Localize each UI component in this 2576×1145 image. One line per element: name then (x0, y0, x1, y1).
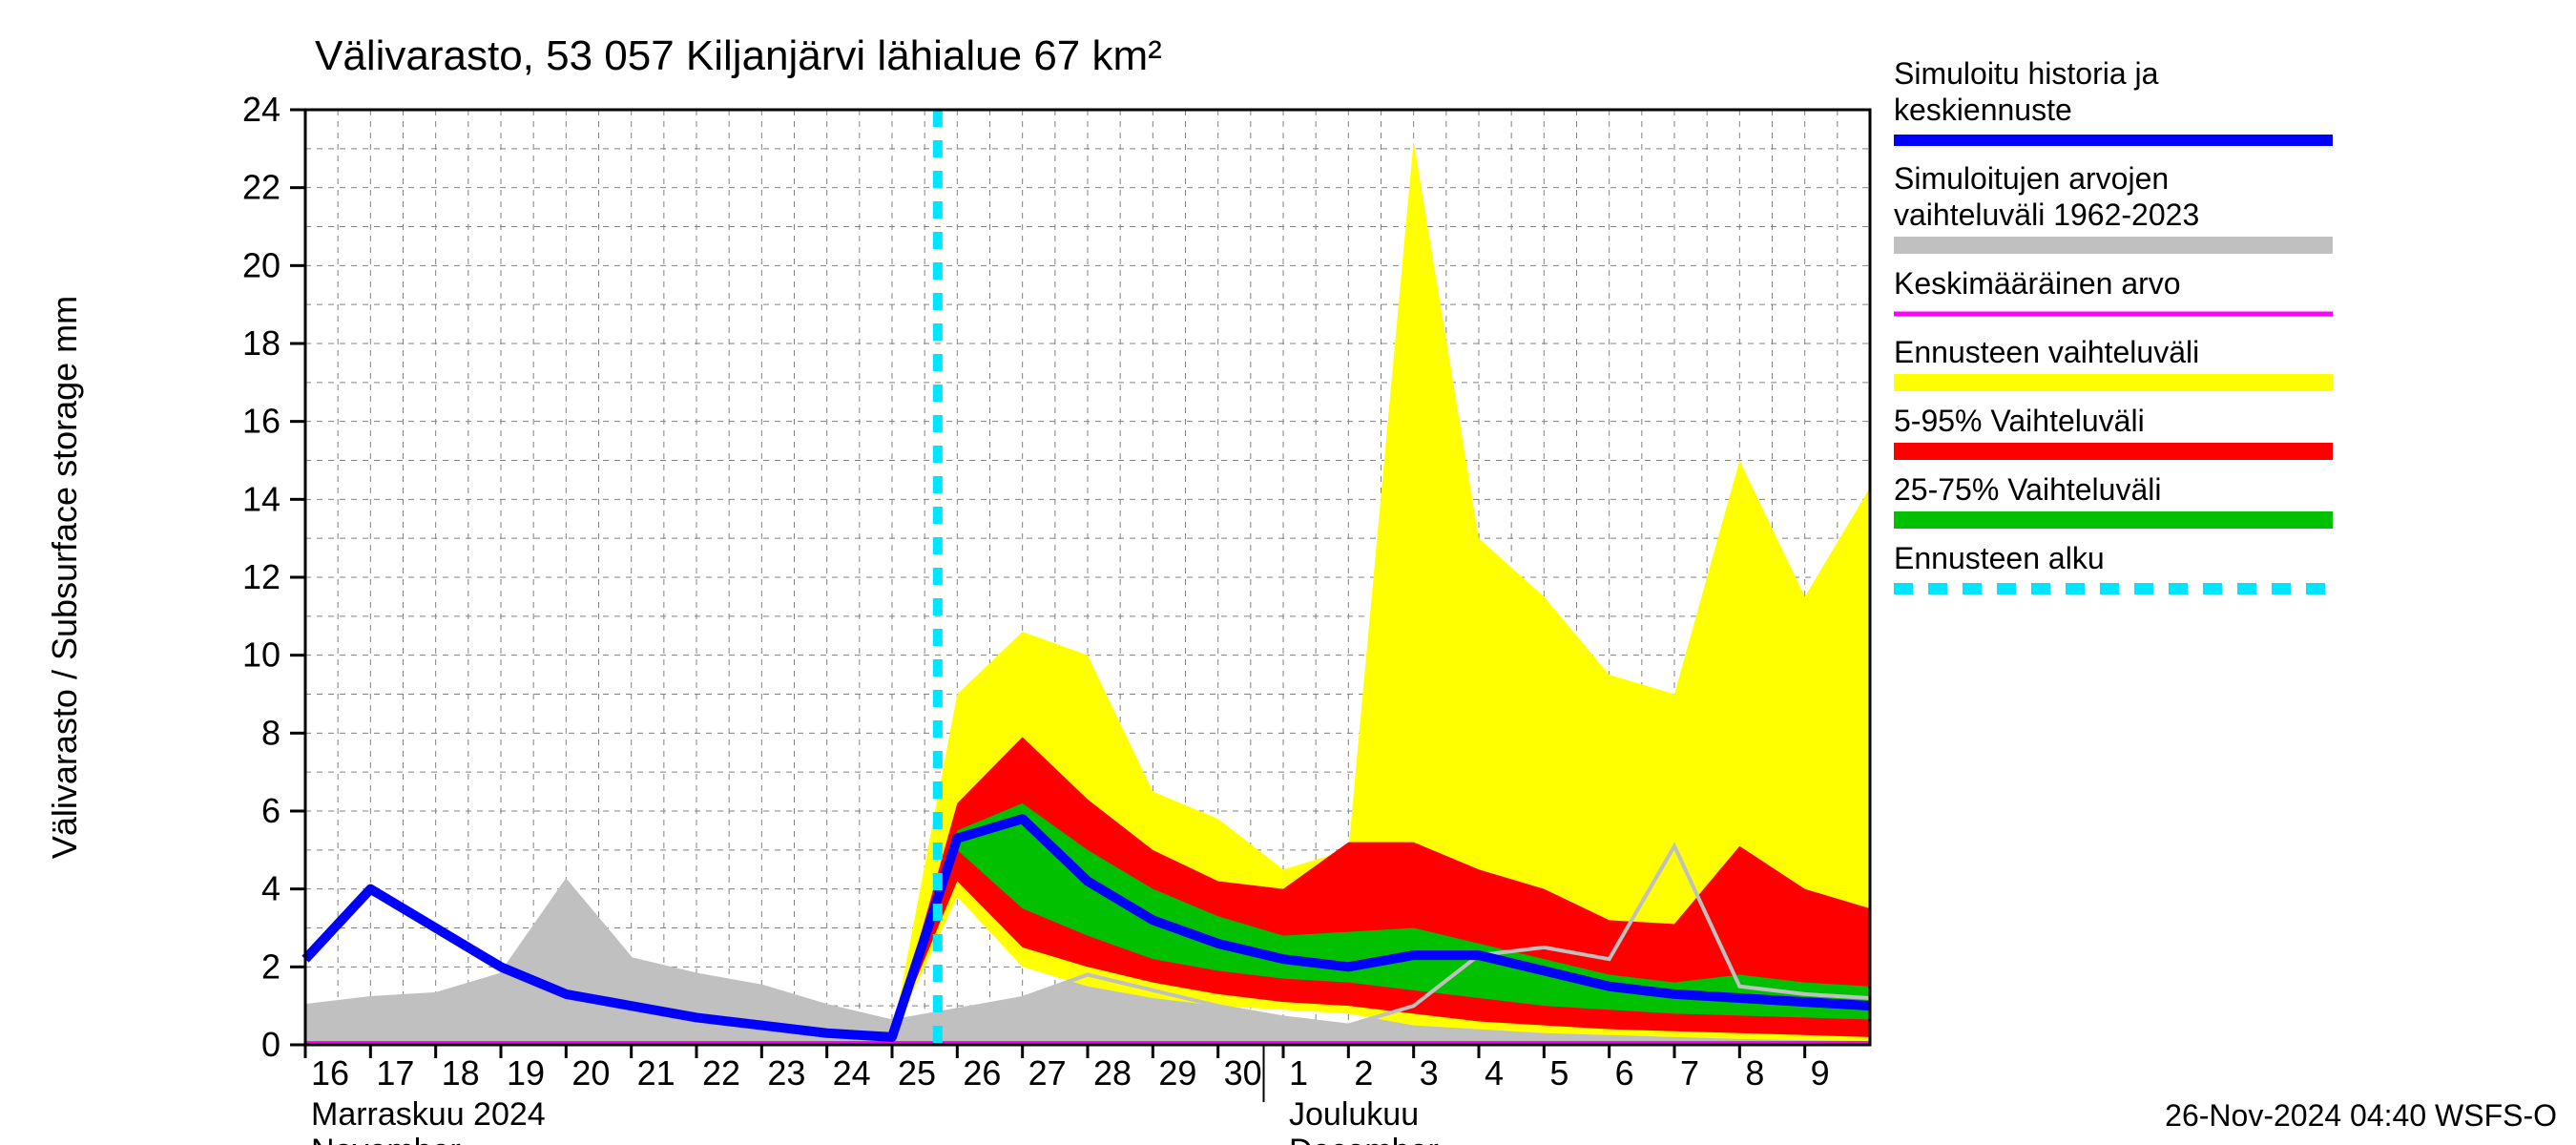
legend-label: keskiennuste (1894, 93, 2072, 127)
y-tick-label: 20 (242, 245, 280, 284)
y-tick-label: 16 (242, 402, 280, 441)
x-tick-label: 30 (1224, 1053, 1262, 1093)
y-tick-label: 2 (261, 947, 280, 986)
legend-label: Simuloitujen arvojen (1894, 161, 2169, 196)
x-tick-label: 26 (963, 1053, 1001, 1093)
x-tick-label: 3 (1420, 1053, 1439, 1093)
x-tick-label: 29 (1158, 1053, 1196, 1093)
y-tick-label: 14 (242, 479, 280, 518)
x-tick-label: 9 (1811, 1053, 1830, 1093)
y-tick-label: 6 (261, 791, 280, 830)
legend-label: vaihteluväli 1962-2023 (1894, 198, 2199, 232)
month-label: Marraskuu 2024 (311, 1096, 546, 1133)
footer-timestamp: 26-Nov-2024 04:40 WSFS-O (2165, 1098, 2557, 1133)
x-tick-label: 8 (1745, 1053, 1764, 1093)
x-tick-label: 2 (1354, 1053, 1373, 1093)
legend-label: Ennusteen vaihteluväli (1894, 335, 2199, 369)
x-tick-label: 4 (1485, 1053, 1504, 1093)
legend-label: 25-75% Vaihteluväli (1894, 472, 2161, 507)
month-label: Joulukuu (1289, 1096, 1419, 1133)
x-tick-label: 28 (1093, 1053, 1132, 1093)
y-axis-label: Välivarasto / Subsurface storage mm (45, 296, 84, 859)
y-tick-label: 18 (242, 323, 280, 363)
x-tick-label: 21 (637, 1053, 675, 1093)
legend-swatch (1894, 443, 2333, 460)
x-tick-label: 17 (376, 1053, 414, 1093)
legend-label: Keskimääräinen arvo (1894, 266, 2181, 301)
x-tick-label: 6 (1615, 1053, 1634, 1093)
month-label: November (311, 1133, 461, 1145)
x-tick-label: 1 (1289, 1053, 1308, 1093)
x-tick-label: 16 (311, 1053, 349, 1093)
month-label: December (1289, 1133, 1439, 1145)
x-tick-label: 24 (833, 1053, 871, 1093)
y-tick-label: 22 (242, 168, 280, 207)
legend-swatch (1894, 511, 2333, 529)
x-tick-label: 5 (1549, 1053, 1568, 1093)
y-tick-label: 4 (261, 869, 280, 908)
y-tick-label: 10 (242, 635, 280, 675)
legend-label: 5-95% Vaihteluväli (1894, 404, 2145, 438)
chart-container: 0246810121416182022241617181920212223242… (0, 0, 2576, 1145)
x-tick-label: 20 (571, 1053, 610, 1093)
x-tick-label: 19 (507, 1053, 545, 1093)
legend-swatch (1894, 374, 2333, 391)
chart-svg: 0246810121416182022241617181920212223242… (0, 0, 2576, 1145)
x-tick-label: 25 (898, 1053, 936, 1093)
y-tick-label: 8 (261, 713, 280, 752)
chart-title: Välivarasto, 53 057 Kiljanjärvi lähialue… (315, 32, 1162, 79)
x-tick-label: 27 (1028, 1053, 1067, 1093)
y-tick-label: 24 (242, 90, 280, 129)
x-tick-label: 22 (702, 1053, 740, 1093)
x-tick-label: 18 (442, 1053, 480, 1093)
legend-swatch (1894, 237, 2333, 254)
y-tick-label: 0 (261, 1025, 280, 1064)
y-tick-label: 12 (242, 557, 280, 596)
legend-label: Simuloitu historia ja (1894, 56, 2159, 91)
x-tick-label: 23 (767, 1053, 805, 1093)
legend-label: Ennusteen alku (1894, 541, 2105, 575)
x-tick-label: 7 (1680, 1053, 1699, 1093)
